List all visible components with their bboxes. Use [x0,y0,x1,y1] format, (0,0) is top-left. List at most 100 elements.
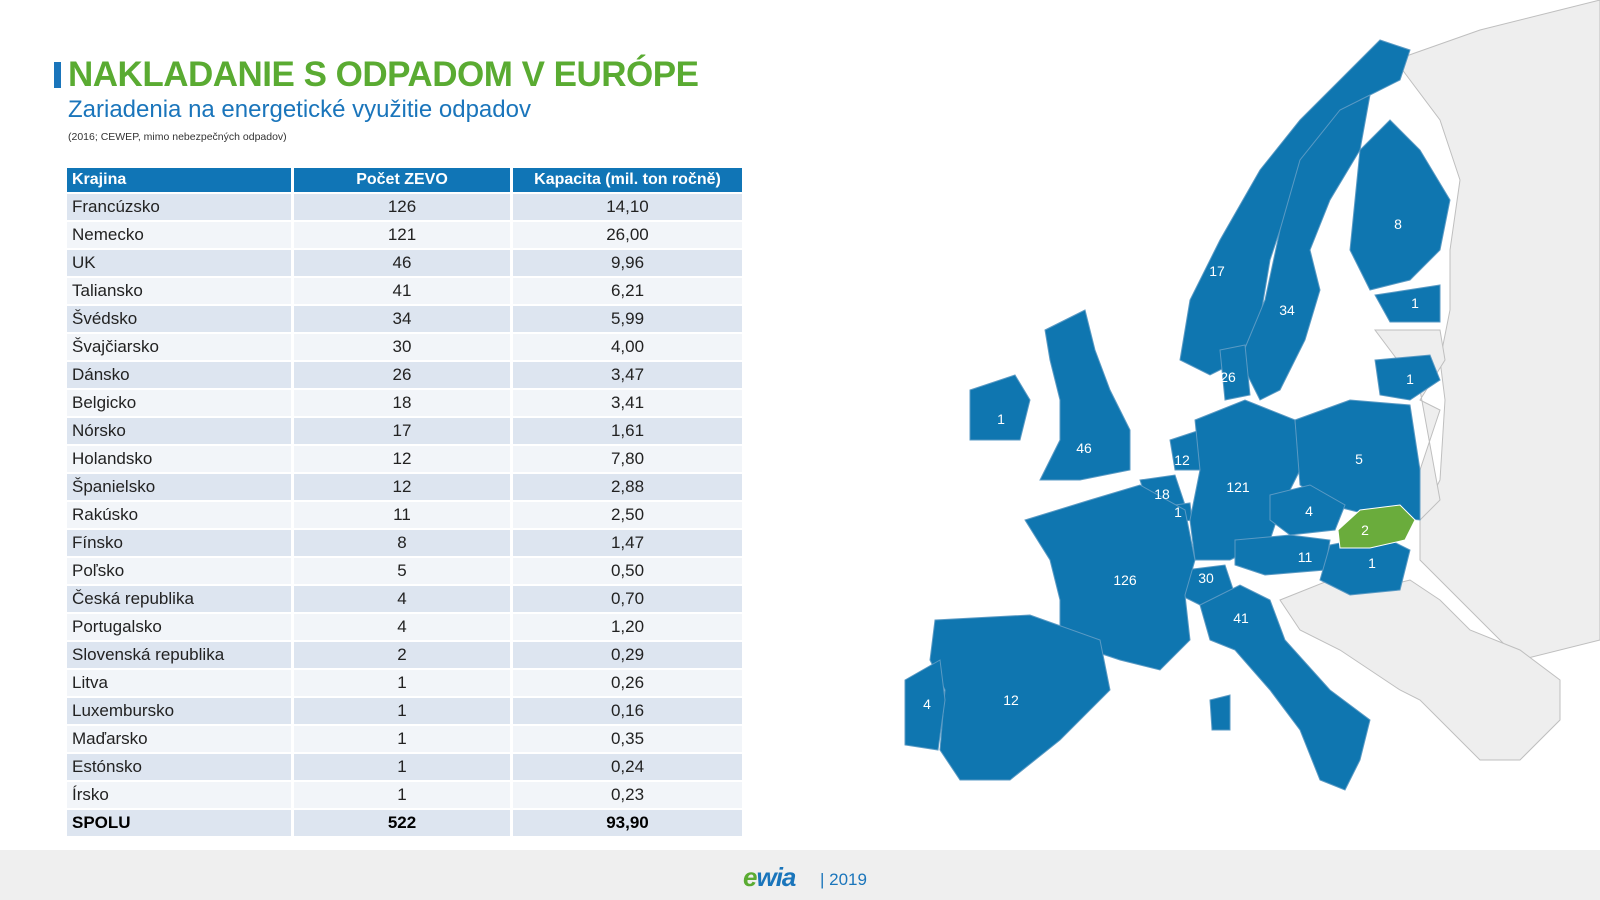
cell-country: Portugalsko [67,614,291,640]
table-row: Poľsko 5 0,50 [67,558,742,584]
cell-country: Nórsko [67,418,291,444]
cell-count: 126 [294,194,510,220]
cell-count: 34 [294,306,510,332]
cell-capacity: 0,23 [513,782,742,808]
map-label-france: 126 [1113,572,1137,588]
data-table: Krajina Počet ZEVO Kapacita (mil. ton ro… [64,166,745,838]
map-label-austria: 11 [1298,549,1313,565]
cell-country: Francúzsko [67,194,291,220]
cell-count: 4 [294,586,510,612]
total-capacity: 93,90 [513,810,742,836]
cell-count: 12 [294,474,510,500]
cell-capacity: 1,61 [513,418,742,444]
logo-e: e [743,862,758,892]
map-label-germany: 121 [1226,479,1250,495]
cell-count: 18 [294,390,510,416]
map-label-estonia: 1 [1411,295,1419,311]
map-balkans [1279,579,1561,761]
map-label-ireland: 1 [997,411,1005,427]
cell-capacity: 0,26 [513,670,742,696]
logo-rest: wia [756,862,796,892]
map-label-poland: 5 [1355,451,1363,467]
table-row: UK 46 9,96 [67,250,742,276]
map-label-finland: 8 [1394,216,1402,232]
cell-count: 4 [294,614,510,640]
map-denmark [1219,344,1251,401]
map-label-denmark: 26 [1220,369,1236,385]
map-label-spain: 12 [1003,692,1019,708]
cell-capacity: 4,00 [513,334,742,360]
cell-country: Taliansko [67,278,291,304]
cell-count: 46 [294,250,510,276]
cell-count: 1 [294,782,510,808]
table-header-row: Krajina Počet ZEVO Kapacita (mil. ton ro… [67,168,742,192]
cell-count: 8 [294,530,510,556]
map-italy [1199,584,1371,791]
source-note: (2016; CEWEP, mimo nebezpečných odpadov) [68,131,287,143]
cell-capacity: 26,00 [513,222,742,248]
table-row: Portugalsko 4 1,20 [67,614,742,640]
cell-capacity: 0,29 [513,642,742,668]
cell-capacity: 0,24 [513,754,742,780]
cell-count: 121 [294,222,510,248]
cell-capacity: 7,80 [513,446,742,472]
ewia-logo: ewia [743,862,796,893]
table-row: Estónsko 1 0,24 [67,754,742,780]
cell-country: Holandsko [67,446,291,472]
cell-country: Nemecko [67,222,291,248]
map-estonia [1374,284,1441,323]
cell-capacity: 6,21 [513,278,742,304]
total-count: 522 [294,810,510,836]
cell-capacity: 5,99 [513,306,742,332]
column-header-capacity: Kapacita (mil. ton ročně) [513,168,742,192]
cell-country: Estónsko [67,754,291,780]
table-row: Luxembursko 1 0,16 [67,698,742,724]
cell-country: Švédsko [67,306,291,332]
cell-country: Česká republika [67,586,291,612]
table-row: Maďarsko 1 0,35 [67,726,742,752]
table-row: Írsko 1 0,23 [67,782,742,808]
map-label-czech: 4 [1305,503,1313,519]
table-total-row: SPOLU 522 93,90 [67,810,742,836]
cell-country: Dánsko [67,362,291,388]
cell-country: Slovenská republika [67,642,291,668]
map-lithuania [1374,354,1441,401]
total-label: SPOLU [67,810,291,836]
cell-count: 1 [294,670,510,696]
cell-country: Fínsko [67,530,291,556]
cell-count: 11 [294,502,510,528]
map-spain [929,614,1111,781]
page-title: NAKLADANIE S ODPADOM V EURÓPE [68,55,699,94]
map-label-belgium: 18 [1154,486,1170,502]
cell-count: 17 [294,418,510,444]
table-row: Holandsko 12 7,80 [67,446,742,472]
map-label-netherlands: 12 [1174,452,1190,468]
map-uk [1039,309,1131,481]
table-row: Španielsko 12 2,88 [67,474,742,500]
table-row: Slovenská republika 2 0,29 [67,642,742,668]
cell-country: UK [67,250,291,276]
map-label-slovakia: 2 [1361,522,1369,538]
cell-capacity: 2,88 [513,474,742,500]
map-portugal [904,659,946,751]
cell-capacity: 14,10 [513,194,742,220]
column-header-country: Krajina [67,168,291,192]
map-czech [1269,484,1346,536]
map-france [1024,484,1196,671]
table-row: Švédsko 34 5,99 [67,306,742,332]
cell-country: Maďarsko [67,726,291,752]
cell-capacity: 0,35 [513,726,742,752]
table-row: Nórsko 17 1,61 [67,418,742,444]
cell-capacity: 1,20 [513,614,742,640]
cell-country: Španielsko [67,474,291,500]
map-austria [1234,534,1331,576]
cell-capacity: 0,16 [513,698,742,724]
map-sardinia [1209,694,1231,731]
map-finland [1349,119,1451,291]
map-label-lithuania: 1 [1406,371,1414,387]
cell-count: 1 [294,698,510,724]
title-accent-bar [54,62,61,88]
table-row: Fínsko 8 1,47 [67,530,742,556]
cell-count: 5 [294,558,510,584]
cell-count: 12 [294,446,510,472]
